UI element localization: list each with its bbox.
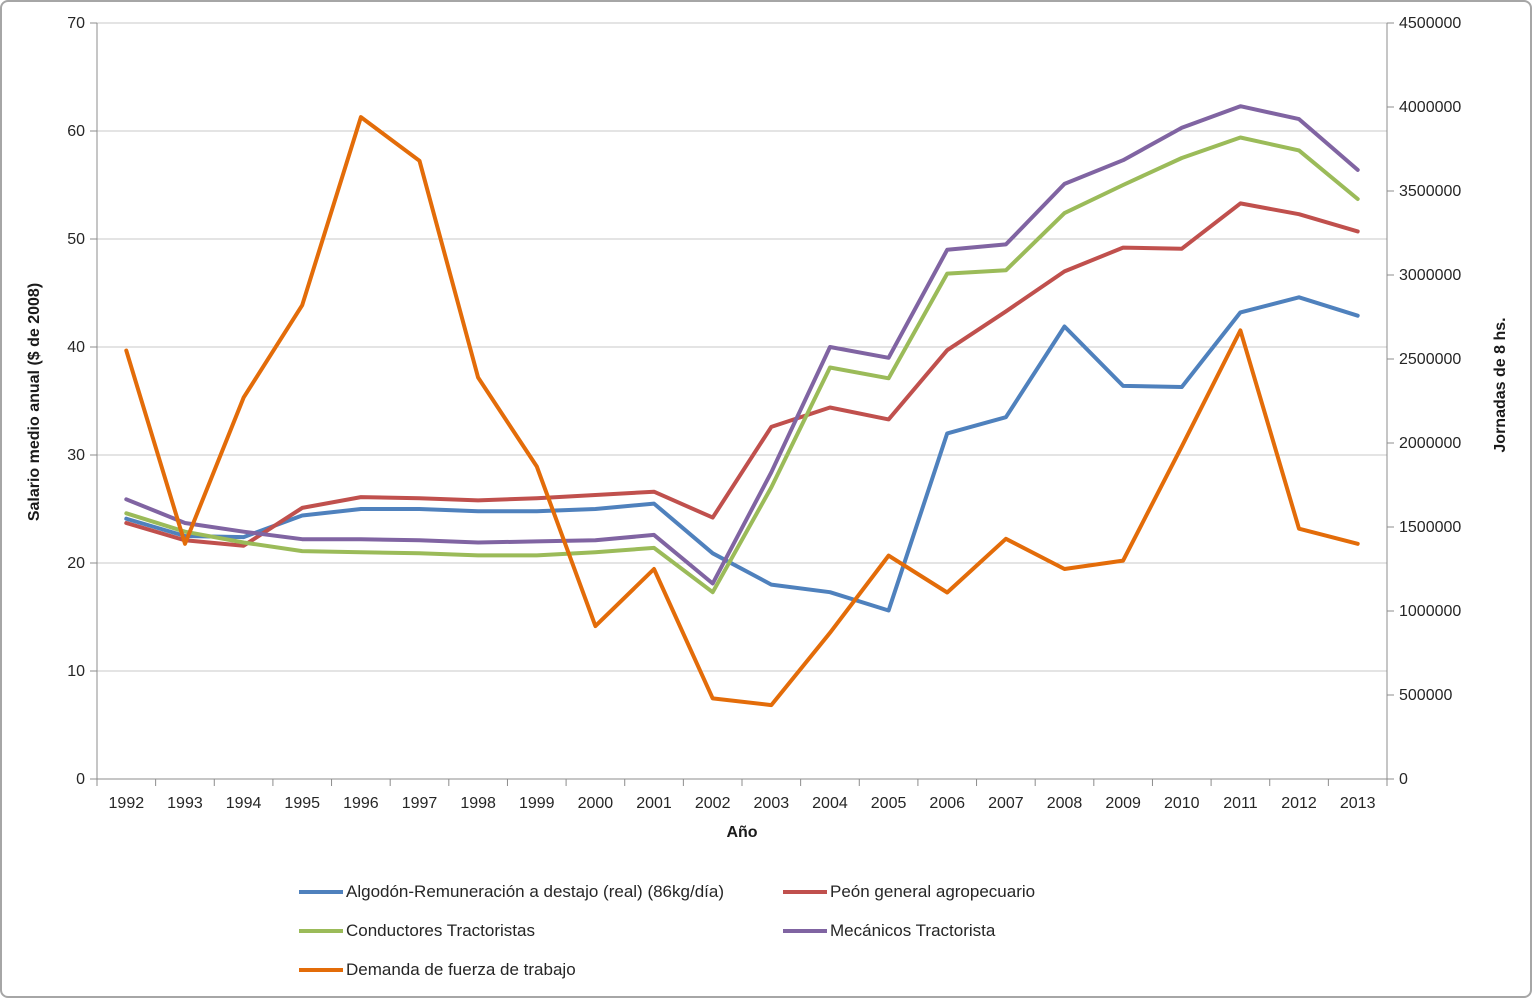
y-left-tick-label: 70	[67, 15, 85, 32]
x-tick-label: 1997	[402, 795, 438, 812]
legend-item-conductores: Conductores Tractoristas	[299, 921, 783, 941]
x-tick-label: 2012	[1281, 795, 1317, 812]
legend-swatch-conductores	[299, 928, 343, 933]
x-tick-label: 2008	[1047, 795, 1083, 812]
legend-label-demanda: Demanda de fuerza de trabajo	[346, 959, 576, 979]
legend-label-mecanicos: Mecánicos Tractorista	[830, 920, 996, 940]
series-line-1	[124, 201, 1360, 548]
legend-item-mecanicos: Mecánicos Tractorista	[783, 921, 1035, 941]
right-axis-title: Jornadas de 8 hs.	[1492, 317, 1509, 453]
gridlines	[97, 22, 1387, 780]
x-tick-label: 2009	[1105, 795, 1141, 812]
x-tick-label: 2002	[695, 795, 731, 812]
x-axis-title: Año	[726, 824, 758, 841]
y-left-tick-label: 20	[67, 555, 85, 572]
y-left-tick-label: 30	[67, 447, 85, 464]
y-right-tick-label: 2000000	[1399, 435, 1461, 452]
x-tick-label: 1992	[109, 795, 145, 812]
plot-area-svg: 0 10 20 30 40 50 60 70 0 500000 1000000 1500000 2000…	[67, 15, 1461, 812]
series-line-0	[124, 295, 1360, 613]
y-left-tick-label: 40	[67, 339, 85, 356]
legend: Algodón-Remuneración a destajo (real) (8…	[299, 872, 1035, 989]
y-left-tick-label: 50	[67, 231, 85, 248]
y-right-tick-label: 2500000	[1399, 351, 1461, 368]
y-right-tick-label: 4500000	[1399, 15, 1461, 32]
legend-item-algodon: Algodón-Remuneración a destajo (real) (8…	[299, 882, 783, 902]
y-left-tick-label: 0	[76, 771, 85, 788]
x-tick-label: 2005	[871, 795, 907, 812]
axis-ticks	[90, 22, 1394, 786]
y-right-tick-label: 1000000	[1399, 603, 1461, 620]
series-line-2	[124, 135, 1360, 595]
y-left-tick-label: 10	[67, 663, 85, 680]
x-tick-label: 2011	[1223, 795, 1258, 812]
x-tick-label: 2013	[1340, 795, 1376, 812]
y-left-tick-label: 60	[67, 123, 85, 140]
y-right-tick-label: 0	[1399, 771, 1408, 788]
left-axis-title: Salario medio anual ($ de 2008)	[26, 282, 43, 522]
x-tick-label: 1993	[167, 795, 203, 812]
y-right-tick-label: 4000000	[1399, 99, 1461, 116]
y-right-tick-label: 1500000	[1399, 519, 1461, 536]
x-tick-label: 2010	[1164, 795, 1200, 812]
x-tick-label: 2000	[578, 795, 614, 812]
x-tick-label: 1994	[226, 795, 262, 812]
x-tick-label: 2006	[929, 795, 965, 812]
legend-swatch-algodon	[299, 889, 343, 894]
y-right-tick-label: 3500000	[1399, 183, 1461, 200]
legend-item-peon: Peón general agropecuario	[783, 882, 1035, 902]
legend-swatch-demanda	[299, 967, 343, 972]
x-tick-label: 1999	[519, 795, 555, 812]
legend-label-peon: Peón general agropecuario	[830, 881, 1036, 901]
series-line-4	[124, 115, 1360, 708]
legend-swatch-peon	[783, 889, 827, 894]
legend-label-algodon: Algodón-Remuneración a destajo (real) (8…	[346, 881, 724, 901]
axis-lines	[96, 23, 1388, 780]
legend-item-demanda: Demanda de fuerza de trabajo	[299, 960, 783, 980]
axis-tick-labels: 0 10 20 30 40 50 60 70 0 500000 1000000 1500000 2000…	[67, 15, 1461, 812]
x-tick-label: 1996	[343, 795, 379, 812]
x-tick-label: 2007	[988, 795, 1024, 812]
legend-swatch-mecanicos	[783, 928, 827, 933]
x-tick-label: 1998	[460, 795, 496, 812]
y-right-tick-label: 3000000	[1399, 267, 1461, 284]
x-tick-label: 2003	[754, 795, 790, 812]
legend-label-conductores: Conductores Tractoristas	[346, 920, 535, 940]
x-tick-label: 2001	[636, 795, 672, 812]
x-tick-label: 2004	[812, 795, 848, 812]
series-line-3	[124, 104, 1360, 586]
y-right-tick-label: 500000	[1399, 687, 1452, 704]
x-tick-label: 1995	[284, 795, 320, 812]
